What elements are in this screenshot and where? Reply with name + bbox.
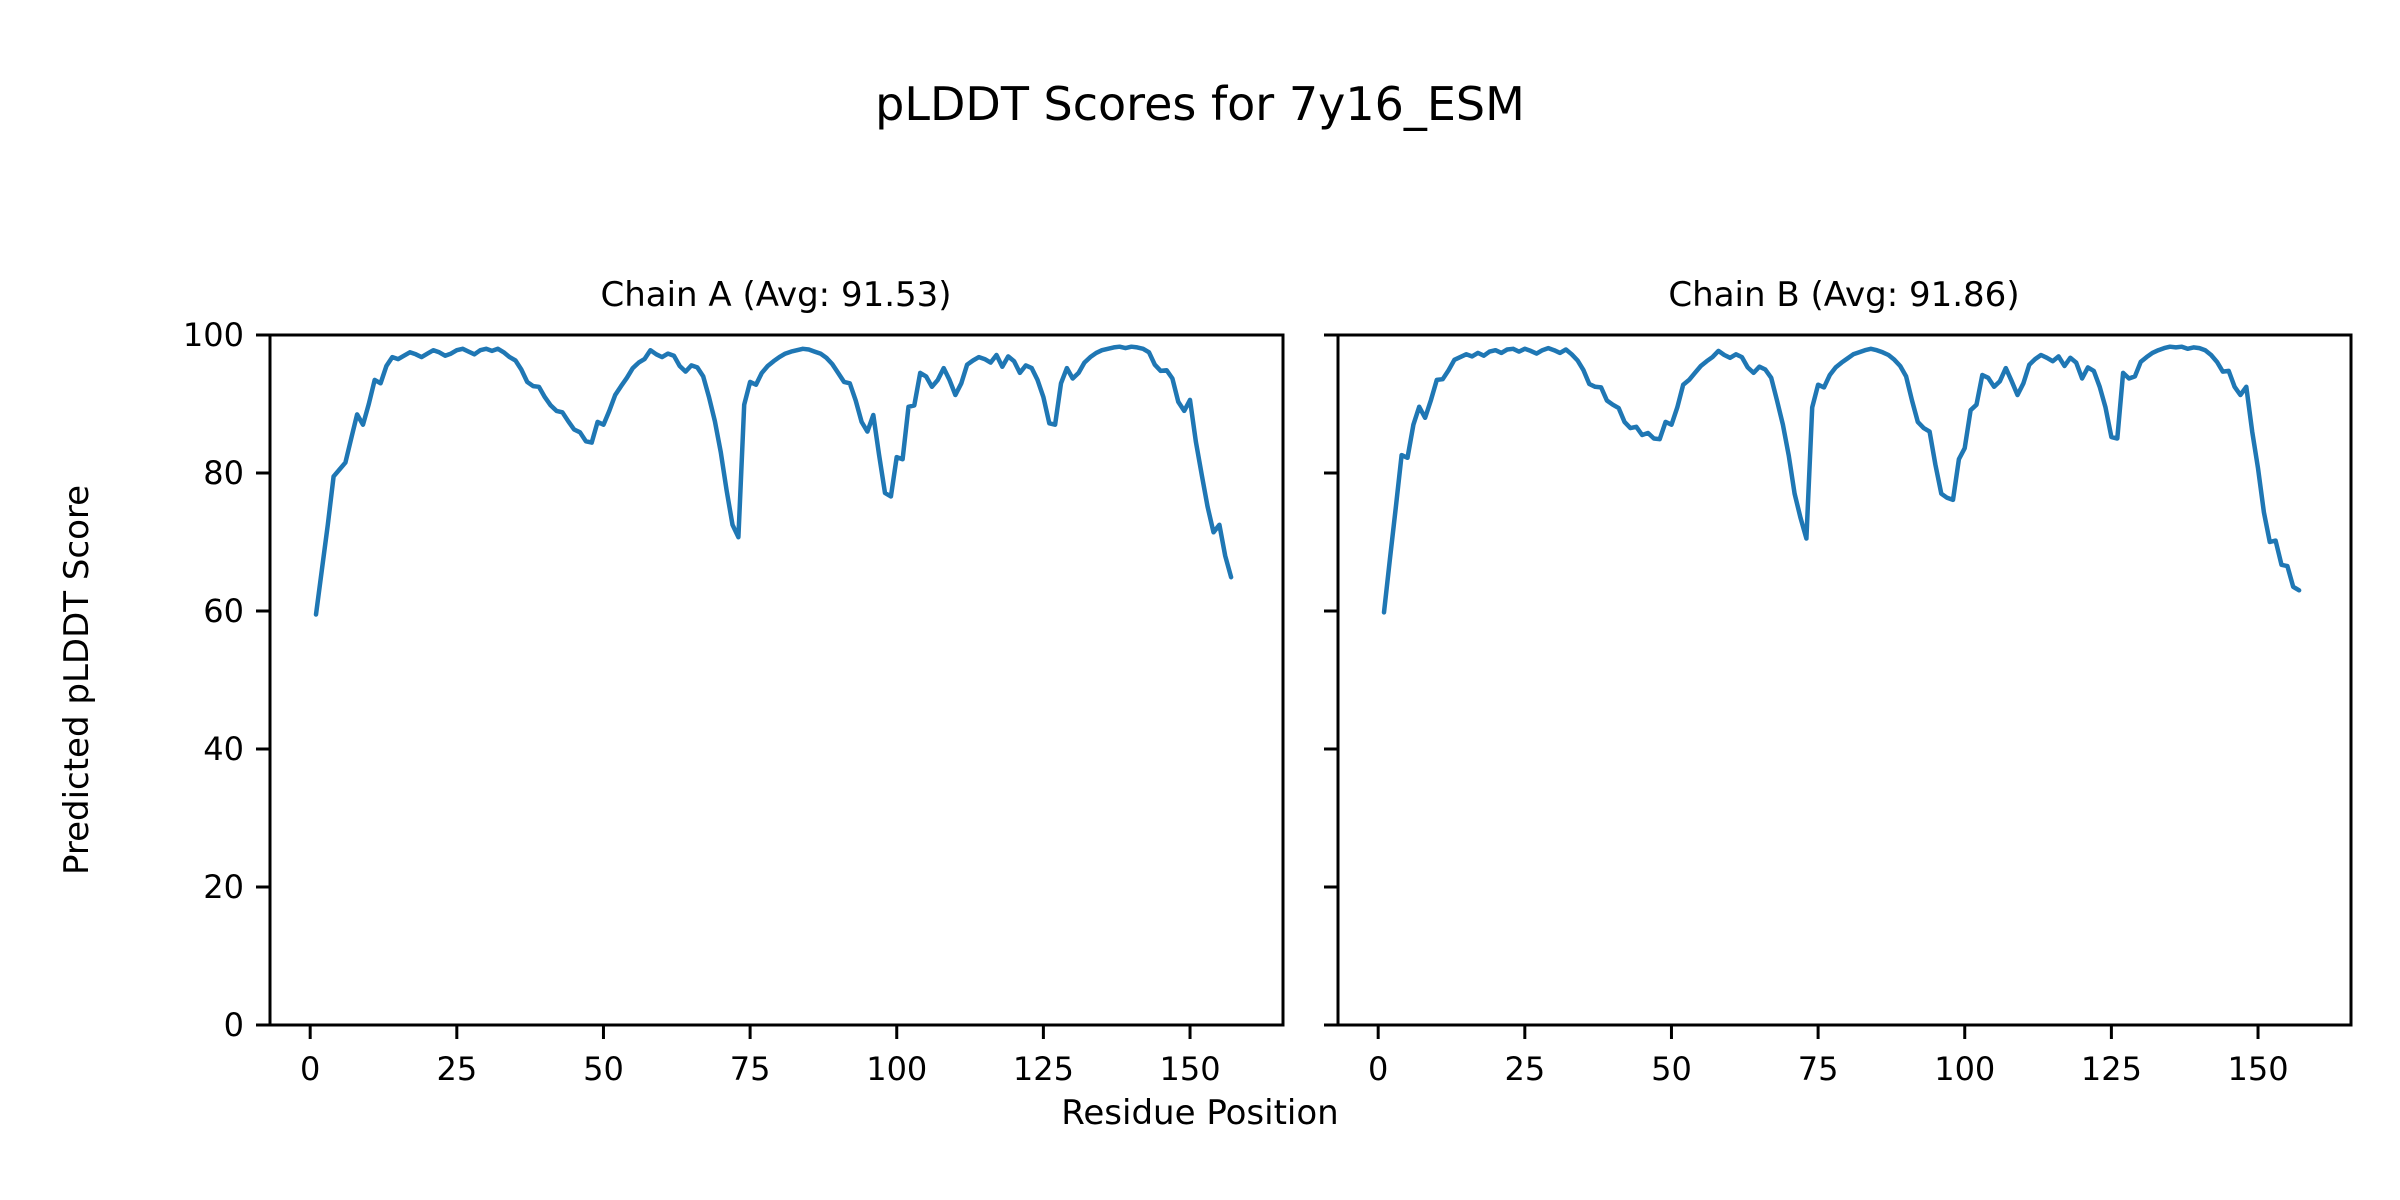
- x-tick-label: 150: [1159, 1050, 1220, 1088]
- x-tick-label: 125: [1013, 1050, 1074, 1088]
- x-tick-label: 125: [2081, 1050, 2142, 1088]
- subplot-title-chain-a: Chain A (Avg: 91.53): [600, 275, 951, 315]
- x-tick-label: 25: [1504, 1050, 1545, 1088]
- figure-title: pLDDT Scores for 7y16_ESM: [875, 77, 1525, 131]
- x-tick-label: 100: [866, 1050, 927, 1088]
- x-tick-label: 50: [1651, 1050, 1692, 1088]
- y-tick-label: 40: [203, 730, 244, 768]
- y-tick-label: 100: [183, 316, 244, 354]
- subplot-title-chain-b: Chain B (Avg: 91.86): [1668, 275, 2019, 315]
- plddt-line-chain-a: [313, 344, 1234, 617]
- x-tick-label: 75: [730, 1050, 771, 1088]
- y-tick-label: 60: [203, 592, 244, 630]
- x-tick-label: 150: [2227, 1050, 2288, 1088]
- y-tick-label: 80: [203, 454, 244, 492]
- plot-box-chain-b: [1336, 333, 2353, 1027]
- y-tick-label: 20: [203, 868, 244, 906]
- y-tick-label: 0: [224, 1006, 244, 1044]
- x-axis-label: Residue Position: [1061, 1093, 1338, 1133]
- plot-box-chain-a: [268, 333, 1285, 1027]
- x-tick-label: 0: [300, 1050, 320, 1088]
- x-tick-label: 0: [1368, 1050, 1388, 1088]
- x-tick-label: 100: [1934, 1050, 1995, 1088]
- axes-chain-b: 0 25 50 75 100 125 150: [1324, 333, 2353, 1088]
- y-axis-label: Predicted pLDDT Score: [57, 485, 97, 875]
- plddt-line-chain-b: [1381, 344, 2302, 615]
- x-tick-label: 75: [1798, 1050, 1839, 1088]
- x-tick-label: 25: [436, 1050, 477, 1088]
- axes-chain-a: 0 25 50 75 100 125 150 0 20 40 60 80 100: [183, 316, 1285, 1088]
- x-tick-label: 50: [583, 1050, 624, 1088]
